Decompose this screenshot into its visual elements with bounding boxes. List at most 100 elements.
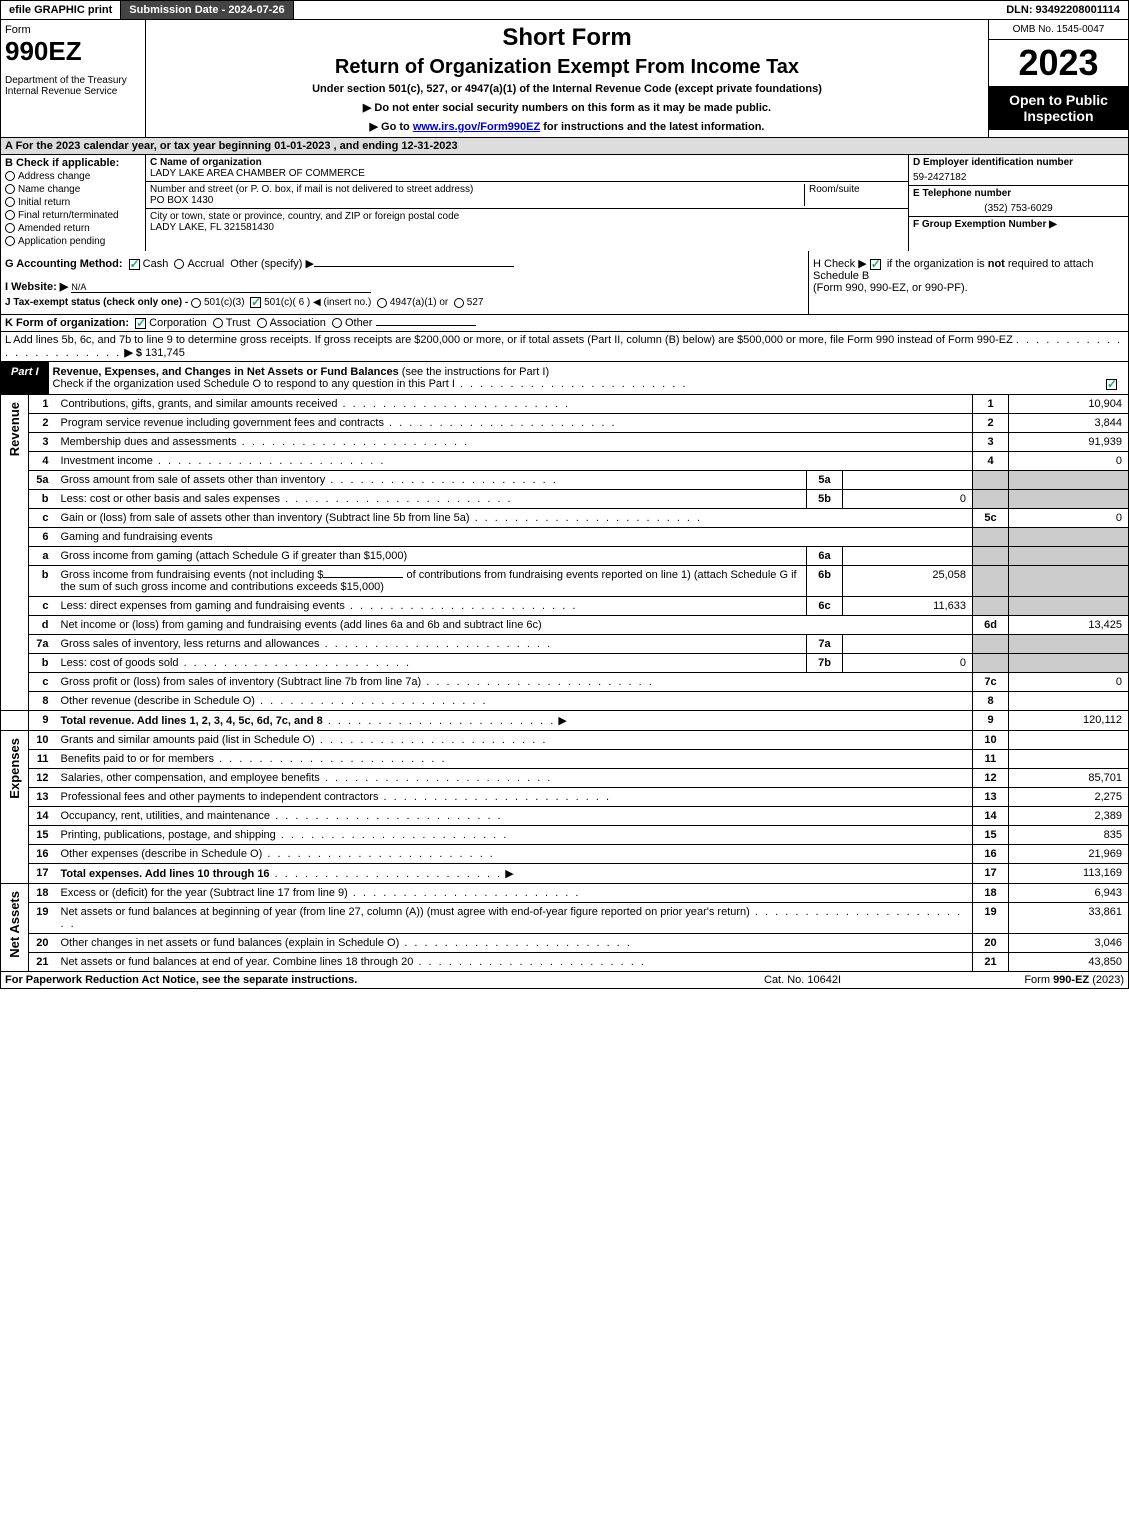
line-14-num: 14 — [29, 807, 57, 826]
line-21-rnum: 21 — [973, 953, 1009, 972]
form-word: Form — [5, 24, 141, 36]
line-10-rnum: 10 — [973, 731, 1009, 750]
part-1-label: Part I — [1, 362, 49, 394]
association-checkbox[interactable] — [257, 318, 267, 328]
line-6-num: 6 — [29, 528, 57, 547]
address-change-checkbox[interactable] — [5, 171, 15, 181]
line-9-value: 120,112 — [1009, 711, 1129, 731]
527-checkbox[interactable] — [454, 298, 464, 308]
line-8-rnum: 8 — [973, 692, 1009, 711]
trust-label: Trust — [226, 317, 251, 329]
line-7b-num: b — [29, 654, 57, 673]
line-2-rnum: 2 — [973, 414, 1009, 433]
line-20-rnum: 20 — [973, 934, 1009, 953]
short-form-title: Short Form — [150, 24, 984, 52]
accrual-checkbox[interactable] — [174, 259, 184, 269]
line-5a-subval — [843, 471, 973, 490]
instruction-2: ▶ Go to www.irs.gov/Form990EZ for instru… — [150, 120, 984, 133]
line-3-value: 91,939 — [1009, 433, 1129, 452]
revenue-table: Revenue 1 Contributions, gifts, grants, … — [0, 395, 1129, 972]
line-13-rnum: 13 — [973, 788, 1009, 807]
street-value: PO BOX 1430 — [150, 195, 804, 206]
line-8-value — [1009, 692, 1129, 711]
irs-link[interactable]: www.irs.gov/Form990EZ — [413, 121, 540, 133]
city-label: City or town, state or province, country… — [150, 211, 459, 222]
line-12-value: 85,701 — [1009, 769, 1129, 788]
tax-exempt-label: J Tax-exempt status (check only one) - — [5, 297, 191, 308]
line-13-num: 13 — [29, 788, 57, 807]
501c3-checkbox[interactable] — [191, 298, 201, 308]
other-org-checkbox[interactable] — [332, 318, 342, 328]
accounting-method-label: G Accounting Method: — [5, 258, 123, 270]
line-5b-num: b — [29, 490, 57, 509]
group-exemption-label: F Group Exemption Number ▶ — [909, 217, 1128, 232]
form-header: Form 990EZ Department of the Treasury In… — [0, 20, 1129, 138]
open-to-public: Open to Public Inspection — [989, 86, 1128, 130]
line-11-value — [1009, 750, 1129, 769]
line-18-value: 6,943 — [1009, 884, 1129, 903]
ein-label: D Employer identification number — [909, 155, 1128, 170]
line-17-num: 17 — [29, 864, 57, 884]
line-7a-num: 7a — [29, 635, 57, 654]
line-5b-subval: 0 — [843, 490, 973, 509]
col-b-header: B Check if applicable: — [5, 157, 141, 169]
row-l: L Add lines 5b, 6c, and 7b to line 9 to … — [0, 332, 1129, 362]
cash-checkbox[interactable] — [129, 259, 140, 270]
4947-checkbox[interactable] — [377, 298, 387, 308]
room-label: Room/suite — [809, 184, 904, 195]
application-pending-checkbox[interactable] — [5, 236, 15, 246]
line-17-value: 113,169 — [1009, 864, 1129, 884]
line-7c-desc: Gross profit or (loss) from sales of inv… — [61, 676, 422, 688]
501c-label: 501(c)( 6 ) ◀ (insert no.) — [264, 297, 371, 308]
line-3-desc: Membership dues and assessments — [61, 436, 237, 448]
dln-label: DLN: 93492208001114 — [998, 1, 1128, 19]
line-12-num: 12 — [29, 769, 57, 788]
line-4-desc: Investment income — [61, 455, 153, 467]
h-not: not — [988, 258, 1005, 270]
instr2-post: for instructions and the latest informat… — [540, 121, 764, 133]
footer-right: Form 990-EZ (2023) — [964, 974, 1124, 986]
line-1-num: 1 — [29, 395, 57, 414]
line-15-rnum: 15 — [973, 826, 1009, 845]
tel-value: (352) 753-6029 — [909, 201, 1128, 217]
line-6b-subval: 25,058 — [843, 566, 973, 597]
line-6a-subval — [843, 547, 973, 566]
footer-left: For Paperwork Reduction Act Notice, see … — [5, 974, 764, 986]
line-5a-desc: Gross amount from sale of assets other t… — [61, 474, 326, 486]
line-5a-subnum: 5a — [807, 471, 843, 490]
part-1-title: Revenue, Expenses, and Changes in Net As… — [53, 366, 399, 378]
part-1-header: Part I Revenue, Expenses, and Changes in… — [0, 362, 1129, 395]
501c-checkbox[interactable] — [250, 297, 261, 308]
schedule-o-checkbox[interactable] — [1106, 379, 1117, 390]
corporation-checkbox[interactable] — [135, 318, 146, 329]
line-5b-subnum: 5b — [807, 490, 843, 509]
website-label: I Website: ▶ — [5, 281, 68, 293]
amended-return-checkbox[interactable] — [5, 223, 15, 233]
trust-checkbox[interactable] — [213, 318, 223, 328]
schedule-b-checkbox[interactable] — [870, 259, 881, 270]
final-return-checkbox[interactable] — [5, 210, 15, 220]
line-7c-value: 0 — [1009, 673, 1129, 692]
org-name: LADY LAKE AREA CHAMBER OF COMMERCE — [150, 168, 904, 179]
line-13-desc: Professional fees and other payments to … — [61, 791, 379, 803]
line-1-value: 10,904 — [1009, 395, 1129, 414]
line-11-rnum: 11 — [973, 750, 1009, 769]
h-text1: H Check ▶ — [813, 258, 870, 270]
other-specify-input[interactable] — [314, 266, 514, 267]
name-change-checkbox[interactable] — [5, 184, 15, 194]
line-12-desc: Salaries, other compensation, and employ… — [61, 772, 320, 784]
line-4-value: 0 — [1009, 452, 1129, 471]
line-9-desc: Total revenue. Add lines 1, 2, 3, 4, 5c,… — [61, 715, 323, 727]
efile-label[interactable]: efile GRAPHIC print — [1, 1, 121, 19]
form-org-label: K Form of organization: — [5, 317, 129, 329]
application-pending-label: Application pending — [18, 236, 105, 247]
line-10-desc: Grants and similar amounts paid (list in… — [61, 734, 315, 746]
line-5b-desc: Less: cost or other basis and sales expe… — [61, 493, 281, 505]
line-7a-subnum: 7a — [807, 635, 843, 654]
initial-return-checkbox[interactable] — [5, 197, 15, 207]
expenses-side-label: Expenses — [5, 734, 24, 803]
other-org-input[interactable] — [376, 325, 476, 326]
line-11-desc: Benefits paid to or for members — [61, 753, 214, 765]
line-4-num: 4 — [29, 452, 57, 471]
line-6c-subnum: 6c — [807, 597, 843, 616]
